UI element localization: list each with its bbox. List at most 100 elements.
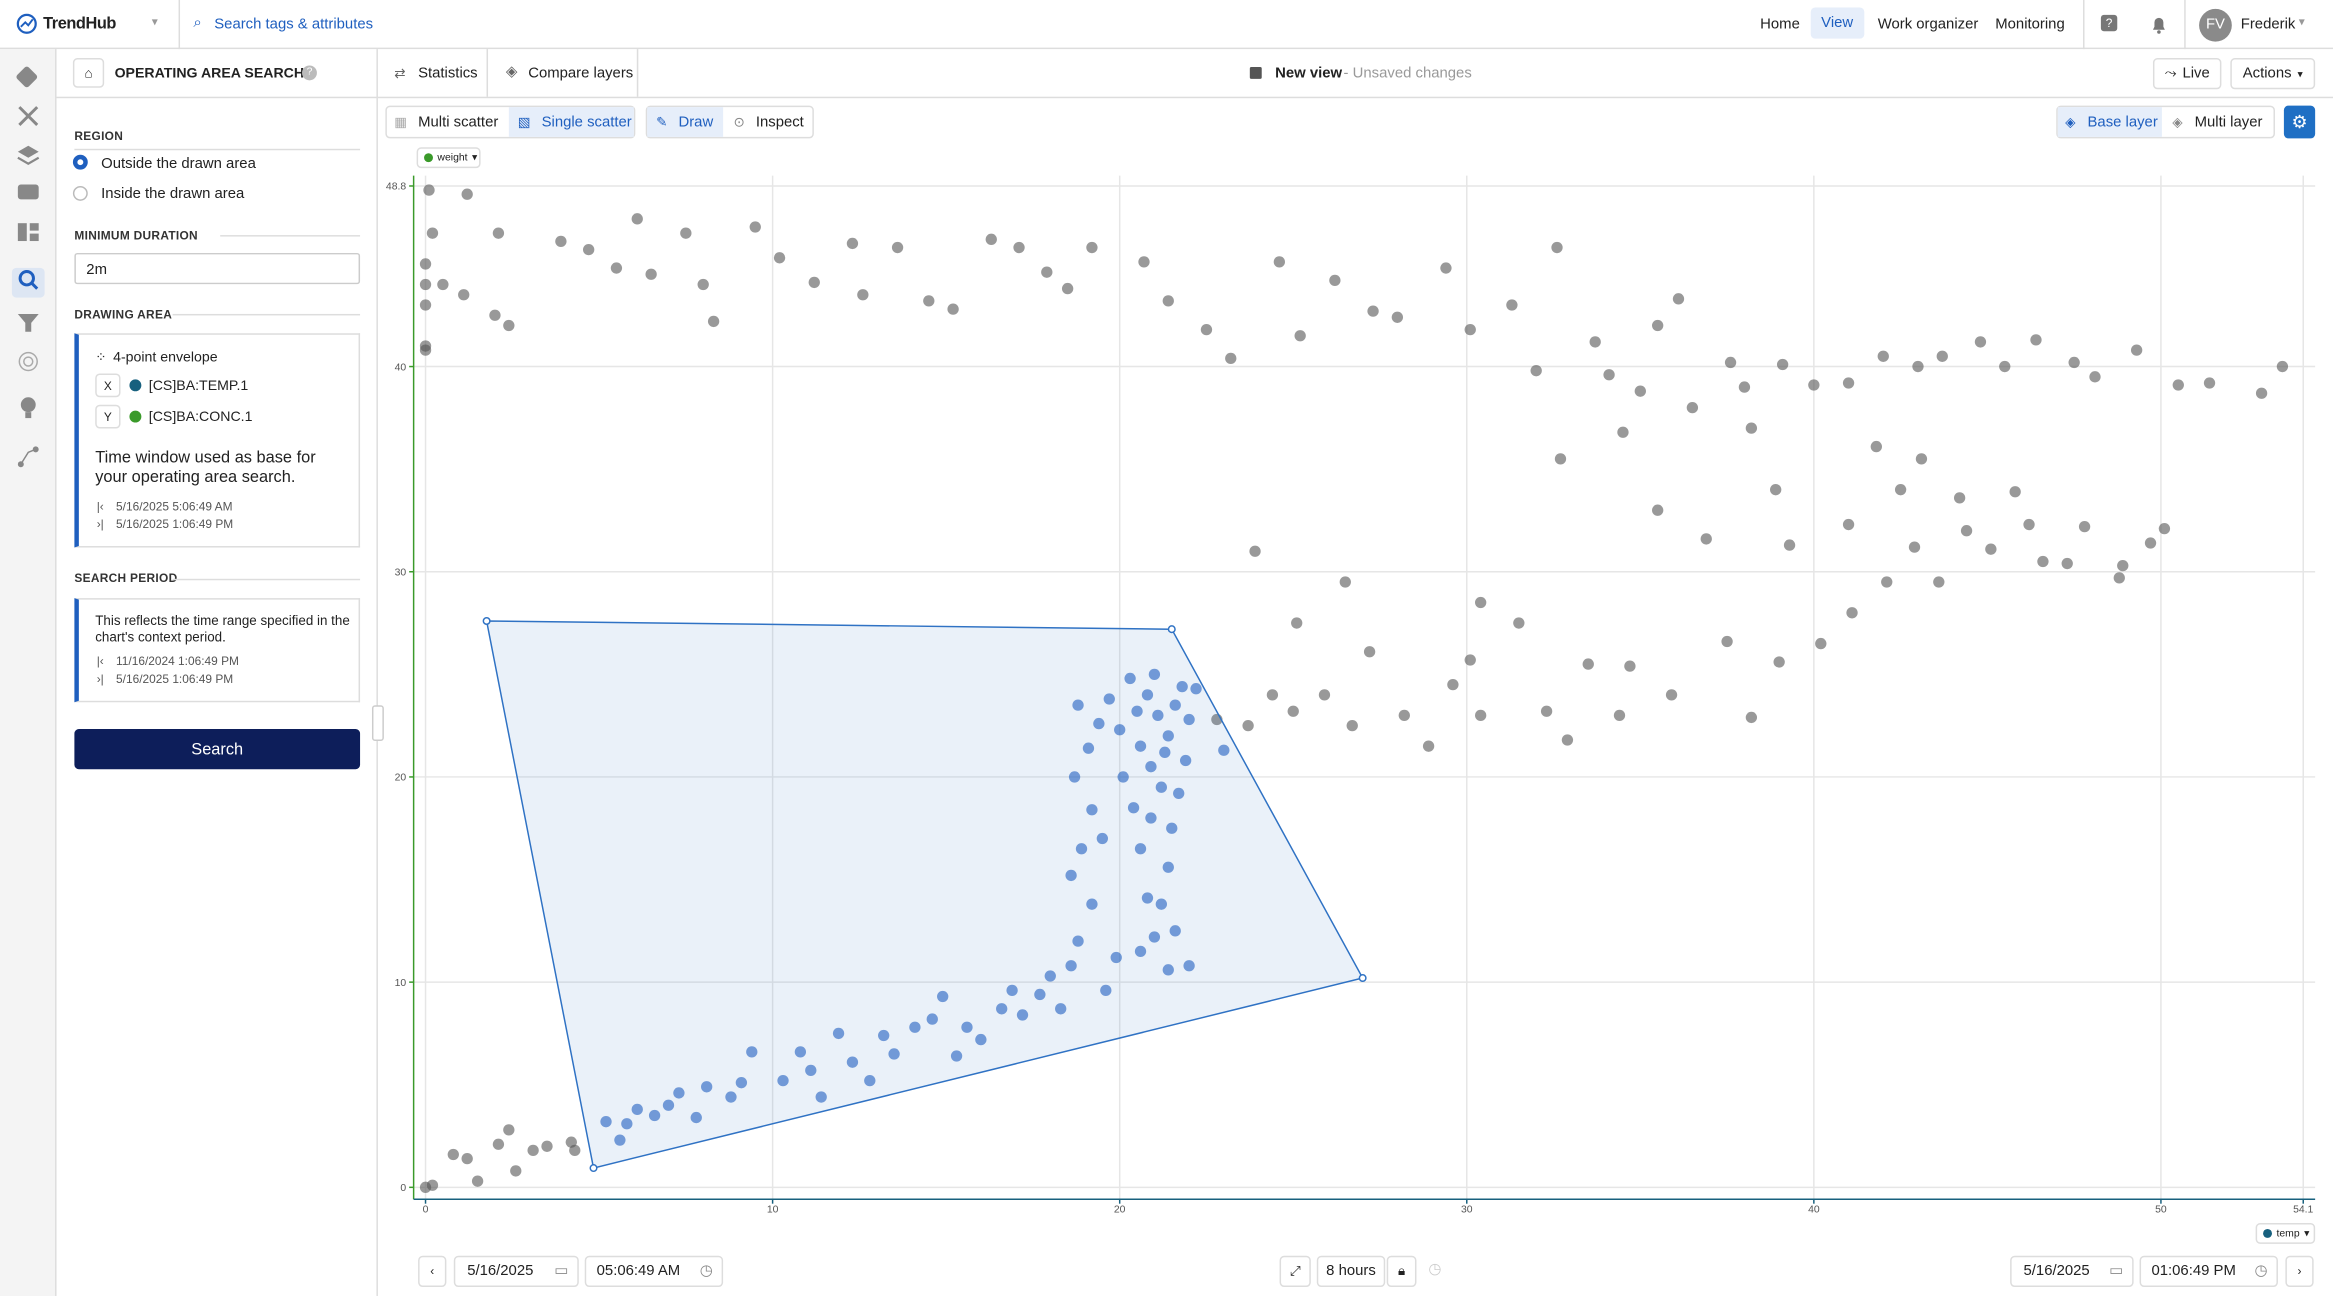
data-point <box>648 1109 661 1122</box>
help-icon[interactable]: ? <box>302 65 317 81</box>
tool-button[interactable]: Draw <box>678 114 714 131</box>
data-point <box>489 309 501 321</box>
layer-button[interactable]: Multi layer <box>2194 114 2263 131</box>
layer-active <box>2057 107 2162 137</box>
divider <box>486 49 489 97</box>
duration-input[interactable]: 2m <box>74 252 361 285</box>
data-point <box>1652 504 1664 516</box>
radio[interactable] <box>72 185 88 201</box>
nav-item[interactable]: Monitoring <box>1995 16 2065 33</box>
live-button[interactable]: ⤳ Live <box>2152 58 2222 90</box>
data-point <box>1422 740 1435 752</box>
nav-item[interactable]: View <box>1810 7 1864 39</box>
home-button[interactable]: ⌂ <box>72 58 105 88</box>
y-axis-chip[interactable]: weight ▾ <box>416 147 481 169</box>
data-point <box>503 1124 515 1136</box>
tab[interactable]: Statistics <box>418 65 478 82</box>
data-point <box>1103 693 1115 705</box>
data-point <box>1169 925 1181 937</box>
data-point <box>426 227 439 239</box>
data-point <box>1582 658 1594 670</box>
data-point <box>846 1056 859 1068</box>
tab[interactable]: Compare layers <box>528 65 634 82</box>
settings-button[interactable]: ⚙ <box>2283 105 2316 139</box>
user-name[interactable]: Frederik <box>2240 16 2296 33</box>
user-dropdown[interactable]: ▾ <box>2298 14 2305 29</box>
rail-icons[interactable] <box>16 65 40 474</box>
data-point <box>1634 385 1646 397</box>
data-point <box>492 227 505 239</box>
x-axis-chip[interactable]: temp ▾ <box>2255 1223 2316 1244</box>
data-point <box>510 1165 522 1177</box>
resize-handle[interactable] <box>371 705 384 741</box>
prev-button[interactable]: ‹ <box>418 1255 447 1288</box>
tag-search[interactable]: Search tags & attributes <box>214 16 374 33</box>
mode-active <box>508 107 634 137</box>
avatar[interactable]: FV <box>2199 8 2232 42</box>
data-point <box>1513 617 1525 629</box>
data-point <box>1176 681 1188 693</box>
data-point <box>600 1116 612 1128</box>
duration[interactable]: 8 hours <box>1316 1255 1386 1288</box>
logo-dropdown[interactable]: ▾ <box>151 14 158 29</box>
search-icon: ⌕ <box>193 14 202 32</box>
panel-title: OPERATING AREA SEARCH <box>114 65 305 82</box>
mode-button[interactable]: Multi scatter <box>418 114 499 131</box>
data-point <box>950 1050 963 1062</box>
data-point <box>1190 683 1202 695</box>
data-point <box>2172 379 2184 391</box>
data-point <box>1225 352 1237 365</box>
data-point <box>923 295 935 307</box>
data-point <box>1148 931 1161 943</box>
actions-button[interactable]: Actions ▾ <box>2230 58 2316 90</box>
data-point <box>1086 241 1098 254</box>
data-point <box>1273 256 1286 268</box>
radio-selected[interactable] <box>72 154 88 170</box>
nav-item[interactable]: Home <box>1760 16 1800 33</box>
data-point <box>1044 970 1056 982</box>
lock-button[interactable]: 🔒︎ <box>1386 1255 1417 1288</box>
envelope-vertex[interactable] <box>1358 974 1367 983</box>
period-end: 5/16/2025 1:06:49 PM <box>116 672 234 686</box>
radio-label[interactable]: Inside the drawn area <box>101 185 245 203</box>
data-point <box>1086 898 1098 910</box>
envelope-vertex[interactable] <box>1167 625 1176 634</box>
start-time[interactable]: 05:06:49 AM ◷ <box>584 1255 724 1288</box>
data-point <box>1124 672 1136 685</box>
start-date[interactable]: 5/16/2025 ▭ <box>453 1255 579 1288</box>
notification-icon[interactable] <box>2148 13 2169 34</box>
section-label: MINIMUM DURATION <box>74 229 198 243</box>
data-point <box>1665 689 1678 701</box>
radio-label[interactable]: Outside the drawn area <box>101 156 256 173</box>
nav-item[interactable]: Work organizer <box>1877 16 1979 33</box>
end-date[interactable]: 5/16/2025 ▭ <box>2010 1255 2134 1288</box>
data-point <box>1093 717 1105 730</box>
layer-button[interactable]: Base layer <box>2087 114 2158 131</box>
next-button[interactable]: › <box>2285 1255 2314 1288</box>
data-point <box>878 1029 890 1042</box>
data-point <box>1166 822 1178 834</box>
data-point <box>527 1144 539 1157</box>
envelope-vertex[interactable] <box>482 616 491 626</box>
data-point <box>1770 484 1782 496</box>
data-point <box>2117 559 2129 572</box>
data-point <box>1100 984 1112 996</box>
data-point <box>1617 426 1629 438</box>
start-time-text: 05:06:49 AM <box>596 1263 681 1280</box>
data-point <box>2144 537 2157 549</box>
end-time[interactable]: 01:06:49 PM ◷ <box>2139 1255 2278 1288</box>
search-button[interactable]: Search <box>74 729 361 770</box>
icon-rail <box>0 49 57 1296</box>
data-point <box>1159 746 1171 758</box>
help-icon[interactable]: ? <box>2100 14 2118 32</box>
data-point <box>1155 781 1167 793</box>
data-point <box>1808 379 1820 391</box>
data-point <box>2037 555 2049 568</box>
envelope-vertex[interactable] <box>589 1164 598 1173</box>
tool-button[interactable]: Inspect <box>755 114 804 131</box>
mode-button[interactable]: Single scatter <box>541 114 632 131</box>
data-point <box>461 188 473 200</box>
save-icon[interactable] <box>1249 66 1262 79</box>
top-bar <box>0 0 2333 50</box>
range-icon[interactable]: ⤢ <box>1279 1255 1311 1288</box>
